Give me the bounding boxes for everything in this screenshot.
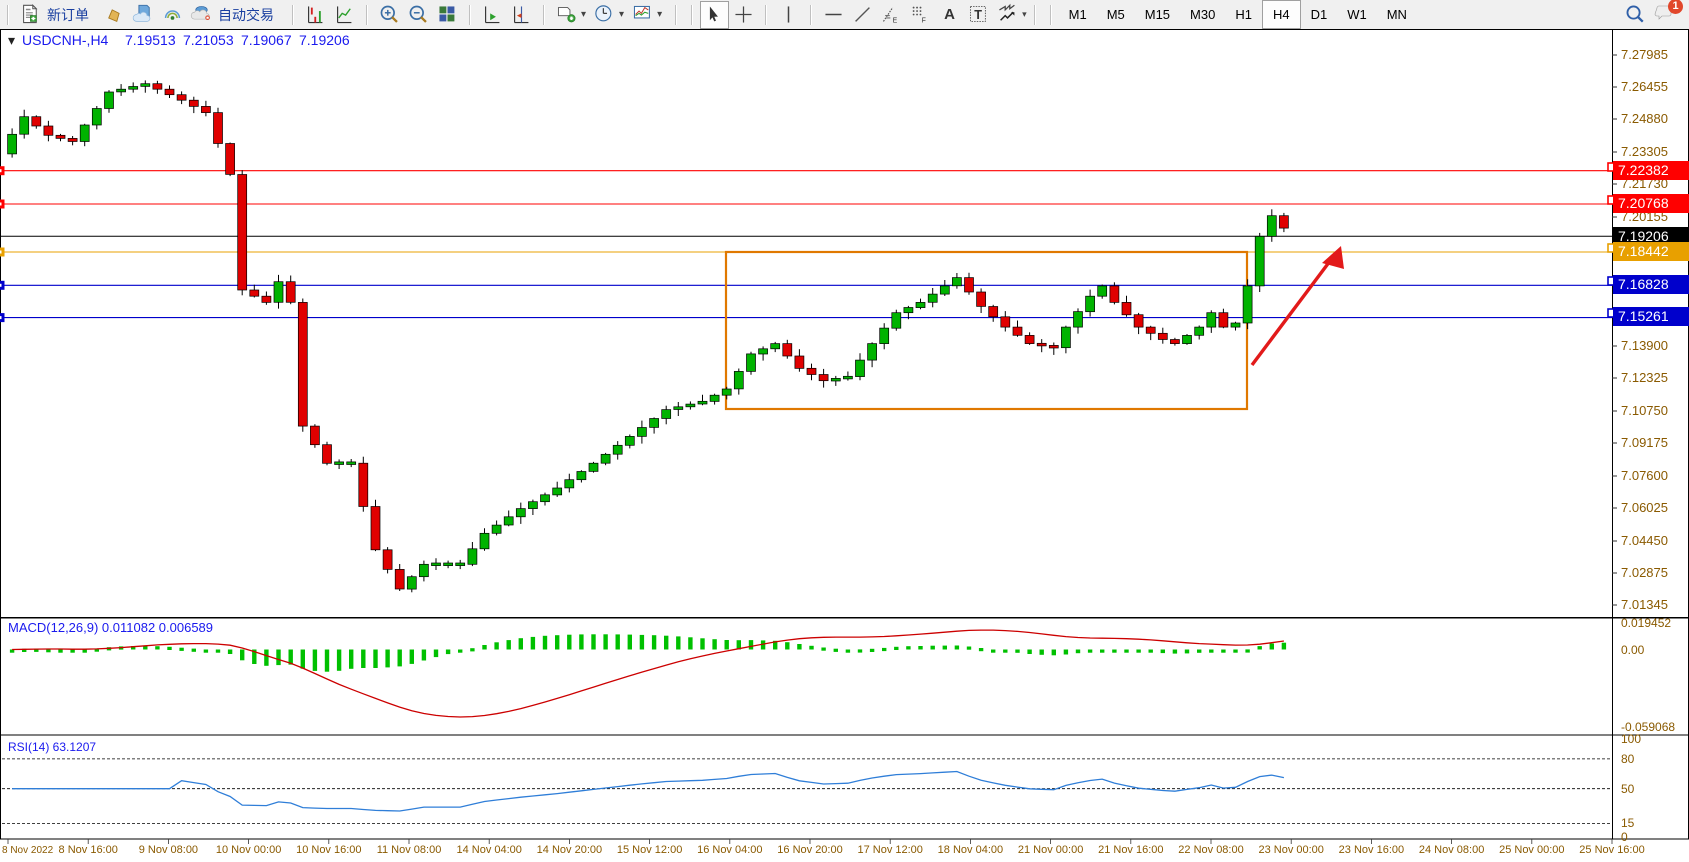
svg-text:7.19206: 7.19206 [1618,228,1669,244]
svg-text:100: 100 [1621,732,1641,746]
svg-text:7.04450: 7.04450 [1621,533,1668,548]
svg-text:14 Nov 04:00: 14 Nov 04:00 [456,844,521,856]
svg-text:23 Nov 00:00: 23 Nov 00:00 [1258,844,1323,856]
svg-text:15: 15 [1621,816,1635,830]
svg-text:7.16828: 7.16828 [1618,276,1669,292]
svg-text:F: F [922,18,926,25]
svg-text:7.15261: 7.15261 [1618,308,1669,324]
svg-text:7.01345: 7.01345 [1621,597,1668,612]
svg-text:▾: ▾ [8,32,15,48]
svg-text:23 Nov 16:00: 23 Nov 16:00 [1339,844,1404,856]
svg-text:7.27985: 7.27985 [1621,47,1668,62]
svg-text:7.19067: 7.19067 [241,32,292,48]
svg-text:24 Nov 08:00: 24 Nov 08:00 [1419,844,1484,856]
svg-text:11 Nov 08:00: 11 Nov 08:00 [377,844,442,856]
svg-text:7.02875: 7.02875 [1621,565,1668,580]
svg-text:7.19513: 7.19513 [125,32,176,48]
svg-text:7.26455: 7.26455 [1621,79,1668,94]
svg-text:14 Nov 20:00: 14 Nov 20:00 [537,844,602,856]
svg-text:16 Nov 20:00: 16 Nov 20:00 [777,844,842,856]
svg-text:T: T [974,8,982,22]
svg-text:7.23305: 7.23305 [1621,144,1668,159]
svg-text:RSI(14) 63.1207: RSI(14) 63.1207 [8,740,96,754]
svg-text:0.019452: 0.019452 [1621,616,1671,630]
svg-text:50: 50 [1621,782,1635,796]
svg-text:8 Nov 16:00: 8 Nov 16:00 [59,844,118,856]
svg-text:10 Nov 00:00: 10 Nov 00:00 [216,844,281,856]
svg-text:25 Nov 00:00: 25 Nov 00:00 [1499,844,1564,856]
svg-text:7.10750: 7.10750 [1621,403,1668,418]
svg-text:7.06025: 7.06025 [1621,500,1668,515]
svg-text:7.21053: 7.21053 [183,32,234,48]
svg-text:0: 0 [1621,830,1628,844]
svg-text:7.18442: 7.18442 [1618,243,1669,259]
svg-text:7.07600: 7.07600 [1621,468,1668,483]
svg-text:17 Nov 12:00: 17 Nov 12:00 [857,844,922,856]
svg-text:18 Nov 04:00: 18 Nov 04:00 [938,844,1003,856]
svg-text:USDCNH-,H4: USDCNH-,H4 [22,32,109,48]
svg-text:7.13900: 7.13900 [1621,338,1668,353]
svg-text:7.19206: 7.19206 [299,32,350,48]
svg-text:0.00: 0.00 [1621,643,1645,657]
svg-text:25 Nov 16:00: 25 Nov 16:00 [1579,844,1644,856]
svg-text:E: E [893,18,898,25]
svg-text:7.22382: 7.22382 [1618,162,1669,178]
svg-text:7.24880: 7.24880 [1621,111,1668,126]
svg-text:7.20768: 7.20768 [1618,195,1669,211]
svg-text:21 Nov 16:00: 21 Nov 16:00 [1098,844,1163,856]
svg-text:80: 80 [1621,752,1635,766]
svg-text:7.12325: 7.12325 [1621,370,1668,385]
svg-text:MACD(12,26,9) 0.011082 0.00658: MACD(12,26,9) 0.011082 0.006589 [8,620,213,635]
svg-text:22 Nov 08:00: 22 Nov 08:00 [1178,844,1243,856]
svg-text:15 Nov 12:00: 15 Nov 12:00 [617,844,682,856]
svg-text:21 Nov 00:00: 21 Nov 00:00 [1018,844,1083,856]
svg-text:10 Nov 16:00: 10 Nov 16:00 [296,844,361,856]
svg-text:16 Nov 04:00: 16 Nov 04:00 [697,844,762,856]
svg-text:8 Nov 2022: 8 Nov 2022 [2,845,54,856]
svg-text:7.09175: 7.09175 [1621,435,1668,450]
svg-text:9 Nov 08:00: 9 Nov 08:00 [139,844,198,856]
